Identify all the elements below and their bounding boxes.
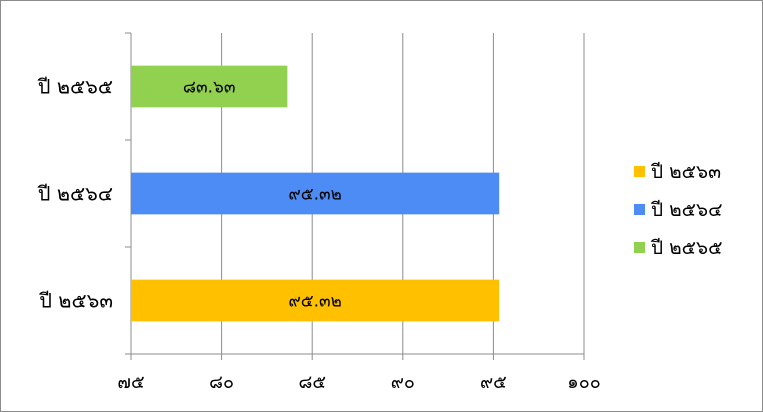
x-tick-label: ๘๕ — [298, 372, 326, 393]
legend-label-1: ปี ๒๕๖๓ — [650, 161, 721, 183]
x-tick-label: ๙๐ — [391, 372, 415, 393]
category-label-3: ปี ๒๕๖๕ — [38, 75, 113, 99]
bar-1 — [131, 279, 500, 322]
data-label-1: ๙๕.๓๒ — [288, 292, 342, 312]
category-label-1: ปี ๒๕๖๓ — [39, 289, 113, 313]
x-tick-label: ๘๐ — [209, 372, 234, 393]
category-label-2: ปี ๒๕๖๔ — [38, 182, 113, 206]
legend-swatch-3 — [634, 242, 645, 253]
legend-swatch-1 — [634, 166, 645, 177]
bars — [131, 65, 500, 322]
x-tick-label: ๗๕ — [117, 372, 144, 393]
data-label-3: ๘๓.๖๓ — [183, 78, 236, 98]
bar-3 — [131, 65, 288, 108]
x-tick-label: ๑๐๐ — [567, 372, 600, 393]
legend-label-2: ปี ๒๕๖๔ — [650, 199, 722, 221]
legend-label-3: ปี ๒๕๖๕ — [650, 237, 722, 259]
legend-swatch-2 — [634, 204, 645, 215]
bar-2 — [131, 172, 500, 215]
data-label-2: ๙๕.๓๒ — [288, 185, 342, 205]
x-tick-label: ๙๕ — [480, 372, 507, 393]
